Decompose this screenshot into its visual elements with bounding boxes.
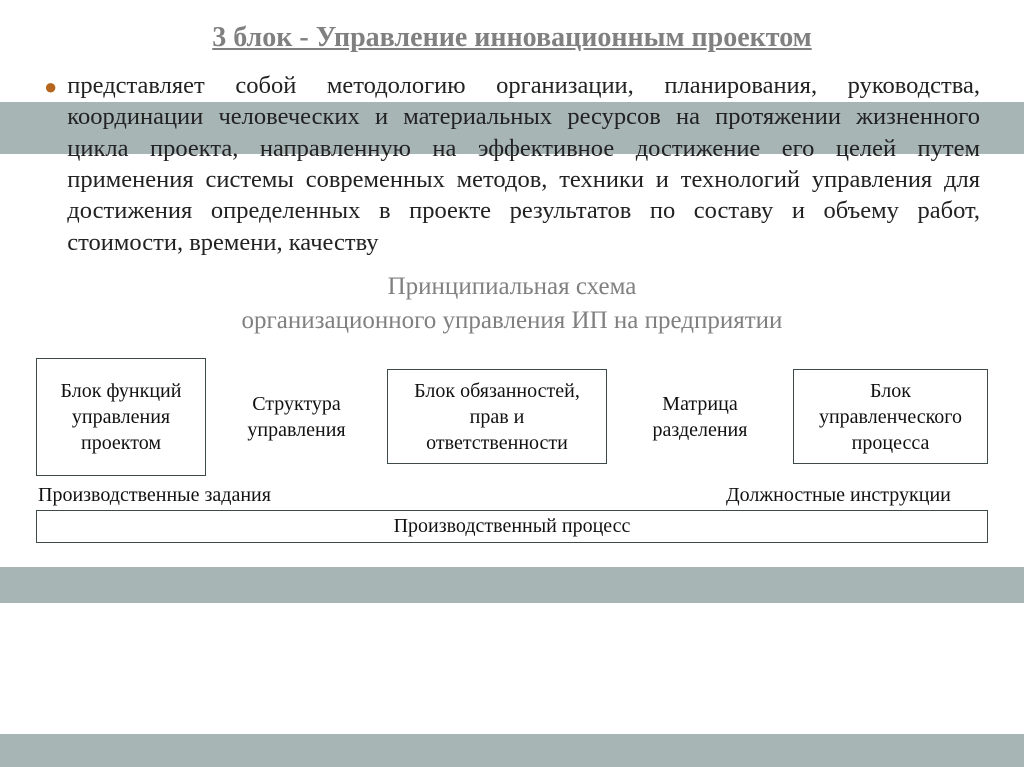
bullet-icon: ● xyxy=(44,76,57,98)
content-area: 3 блок - Управление инновационным проект… xyxy=(0,0,1024,338)
box-process: Блок управленческого процесса xyxy=(793,369,988,464)
subtitle-line2: организационного управления ИП на предпр… xyxy=(44,304,980,338)
label-matrix: Матрица разделения xyxy=(630,391,770,443)
label-structure: Структура управления xyxy=(229,391,364,443)
bg-band-3 xyxy=(0,734,1024,767)
box-functions: Блок функций управления проектом xyxy=(36,358,206,476)
bullet-paragraph: ● представляет собой методологию организ… xyxy=(44,70,980,258)
body-text: представляет собой методологию организац… xyxy=(67,70,980,258)
diagram-row-1: Блок функций управления проектом Структу… xyxy=(36,358,988,476)
label-production-tasks: Производственные задания xyxy=(38,482,298,508)
diagram-row-2: Производственные задания Должностные инс… xyxy=(36,482,988,508)
label-job-instructions: Должностные инструкции xyxy=(726,482,986,508)
diagram: Блок функций управления проектом Структу… xyxy=(0,358,1024,543)
bg-band-2 xyxy=(0,567,1024,603)
subtitle: Принципиальная схема организационного уп… xyxy=(44,270,980,338)
box-duties: Блок обязанностей, прав и ответственност… xyxy=(387,369,607,464)
page-title: 3 блок - Управление инновационным проект… xyxy=(44,22,980,54)
diagram-row-3: Производственный процесс xyxy=(36,510,988,543)
subtitle-line1: Принципиальная схема xyxy=(44,270,980,304)
box-production-process: Производственный процесс xyxy=(36,510,988,543)
